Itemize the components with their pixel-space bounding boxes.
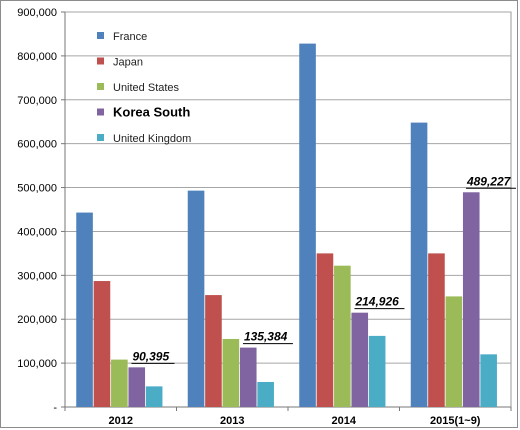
x-tick-label: 2015(1~9) [430,415,481,427]
x-tick-label: 2014 [332,415,357,427]
bar-japan-201519 [428,253,445,407]
legend-label: Korea South [113,105,190,120]
bar-korea-south-2013 [239,347,257,407]
y-tick-label: 500,000 [17,183,57,195]
bar-united-states-2014 [334,265,351,407]
x-tick-label: 2013 [220,415,244,427]
bar-france-201519 [410,122,428,407]
y-tick-label: 300,000 [17,270,57,282]
x-tick-label: 2012 [109,415,133,427]
bar-united-kingdom-2013 [257,381,274,407]
bar-japan-2014 [316,253,334,407]
legend-swatch-japan [97,57,104,65]
legend-label: United Kingdom [113,133,191,145]
bar-united-states-2012 [111,359,128,407]
data-label-korea-south: 489,227 [466,174,512,188]
bar-france-2013 [187,190,205,407]
bar-france-2014 [299,43,316,407]
legend-swatch-united-kingdom [97,134,104,141]
data-label-korea-south: 135,384 [244,330,288,344]
y-tick-label: 100,000 [17,358,57,370]
bar-korea-south-201519 [462,192,480,407]
bar-united-kingdom-201519 [480,354,497,407]
y-tick-label: 800,000 [17,51,57,63]
bar-japan-2012 [93,281,111,407]
legend-label: Japan [113,57,143,69]
y-tick-label: 700,000 [17,95,57,107]
bar-united-kingdom-2014 [368,335,386,407]
bar-france-2012 [76,212,93,407]
bar-japan-2013 [205,295,222,407]
legend-label: United States [113,82,180,94]
legend-swatch-france [97,32,104,39]
bar-united-states-2013 [222,338,240,407]
bar-korea-south-2012 [128,367,146,407]
y-tick-label: - [53,402,57,414]
y-tick-label: 600,000 [17,139,57,151]
bar-united-kingdom-2012 [145,386,163,407]
bar-korea-south-2014 [351,312,369,407]
data-label-korea-south: 90,395 [132,349,169,363]
data-label-korea-south: 214,926 [354,295,399,309]
legend-label: France [113,31,147,43]
legend-swatch-korea-south [97,108,104,116]
y-tick-label: 400,000 [17,226,57,238]
legend-swatch-united-states [97,83,104,90]
y-tick-label: 900,000 [17,7,57,19]
y-tick-label: 200,000 [17,314,57,326]
bar-united-states-201519 [445,296,463,407]
